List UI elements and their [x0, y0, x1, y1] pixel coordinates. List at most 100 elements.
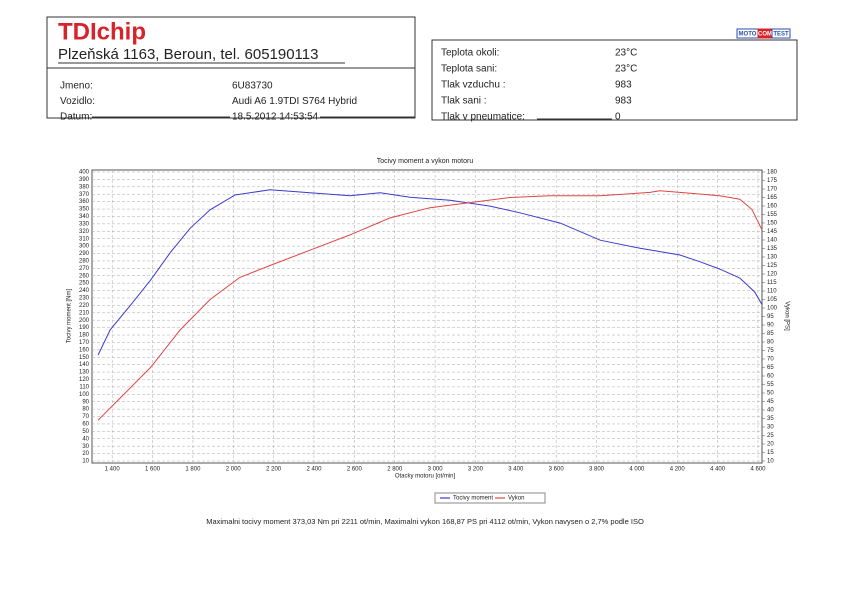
- y-tick-label: 110: [79, 384, 89, 390]
- y2-tick-label: 130: [767, 255, 778, 261]
- y-tick-label: 90: [82, 399, 89, 405]
- y2-tick-label: 70: [767, 357, 774, 363]
- y2-tick-label: 165: [767, 195, 778, 201]
- x-tick-label: 2 200: [266, 467, 282, 473]
- line: [97, 190, 763, 421]
- y2-tick-label: 155: [767, 212, 778, 218]
- x-axis-label: Otacky motoru [ot/min]: [395, 474, 456, 480]
- field-value: Audi A6 1.9TDI S764 Hybrid: [232, 96, 357, 107]
- field-label: Datum:: [60, 112, 92, 123]
- y2-tick-label: 80: [767, 340, 774, 346]
- field-value: 6U83730: [232, 81, 273, 92]
- y-tick-label: 310: [79, 236, 90, 242]
- field-value: 18.5.2012 14:53:54: [232, 112, 319, 123]
- y2-tick-label: 170: [767, 187, 778, 193]
- y-tick-label: 50: [82, 429, 89, 435]
- conditions-box: [431, 39, 798, 121]
- condition-value: 983: [615, 80, 632, 91]
- line: [97, 189, 763, 356]
- y-tick-label: 150: [79, 355, 90, 361]
- y-tick-label: 70: [82, 414, 89, 420]
- y-tick-label: 320: [79, 229, 90, 235]
- logo: TDIchip: [58, 18, 146, 45]
- x-tick-label: 4 400: [710, 467, 726, 473]
- y-tick-label: 260: [79, 273, 90, 279]
- x-tick-label: 4 000: [629, 467, 645, 473]
- y2-tick-label: 40: [767, 408, 774, 414]
- y-tick-label: 10: [82, 459, 89, 465]
- condition-label: Teplota sani:: [441, 64, 497, 75]
- y2-tick-label: 60: [767, 374, 774, 380]
- condition-value: 23°C: [615, 48, 637, 59]
- y2-tick-label: 30: [767, 425, 774, 431]
- condition-label: Tlak sani :: [441, 96, 487, 107]
- y2-tick-label: 175: [767, 178, 778, 184]
- y-tick-label: 140: [79, 362, 90, 368]
- y2-tick-label: 85: [767, 331, 774, 337]
- brand: MOTO: [739, 32, 757, 38]
- x-tick-label: 2 800: [387, 467, 403, 473]
- y2-tick-label: 100: [767, 306, 778, 312]
- x-tick-label: 1 800: [185, 467, 201, 473]
- y-tick-label: 290: [79, 251, 90, 257]
- x-tick-label: 2 600: [347, 467, 363, 473]
- y2-tick-label: 25: [767, 433, 774, 439]
- y2-tick-label: 110: [767, 289, 777, 295]
- brand: TEST: [773, 32, 789, 38]
- y-tick-label: 230: [79, 296, 90, 302]
- y2-tick-label: 115: [767, 280, 777, 286]
- y-tick-label: 220: [79, 303, 90, 309]
- y2-tick-label: 125: [767, 263, 778, 269]
- legend-label: Tocivy moment: [453, 496, 493, 502]
- y-tick-label: 100: [79, 392, 90, 398]
- legend-label: Vykon: [508, 496, 524, 502]
- brand-box: [771, 28, 791, 39]
- y-tick-label: 300: [79, 244, 90, 250]
- y-tick-label: 280: [79, 259, 90, 265]
- y2-tick-label: 160: [767, 204, 778, 210]
- y-tick-label: 370: [79, 192, 90, 198]
- legend-box: [434, 492, 546, 504]
- y2-tick-label: 45: [767, 399, 774, 405]
- y-tick-label: 210: [79, 310, 90, 316]
- x-tick-label: 3 800: [589, 467, 605, 473]
- x-tick-label: 4 600: [750, 467, 766, 473]
- y-tick-label: 130: [79, 370, 90, 376]
- y2-tick-label: 135: [767, 246, 778, 252]
- y-tick-label: 390: [79, 177, 90, 183]
- y-tick-label: 270: [79, 266, 90, 272]
- y2-tick-label: 105: [767, 297, 778, 303]
- y-tick-label: 380: [79, 184, 90, 190]
- y2-tick-label: 180: [767, 170, 778, 176]
- y-tick-label: 340: [79, 214, 90, 220]
- y2-tick-label: 145: [767, 229, 778, 235]
- y-axis-label: Tocivy moment [Nm]: [67, 288, 73, 343]
- y-tick-label: 190: [79, 325, 90, 331]
- x-tick-label: 3 400: [508, 467, 524, 473]
- y-tick-label: 40: [82, 436, 89, 442]
- x-tick-label: 3 200: [468, 467, 484, 473]
- y2-tick-label: 10: [767, 459, 774, 465]
- x-tick-label: 1 400: [105, 467, 121, 473]
- x-tick-label: 3 000: [428, 467, 444, 473]
- x-tick-label: 2 400: [306, 467, 322, 473]
- y2-tick-label: 120: [767, 272, 778, 278]
- y-tick-label: 160: [79, 347, 90, 353]
- y-tick-label: 60: [82, 422, 89, 428]
- y2-tick-label: 15: [767, 450, 774, 456]
- y-tick-label: 180: [79, 333, 90, 339]
- y2-tick-label: 90: [767, 323, 774, 329]
- y-tick-label: 20: [82, 451, 89, 457]
- y2-tick-label: 35: [767, 416, 774, 422]
- address: Plzeňská 1163, Beroun, tel. 605190113: [58, 46, 318, 63]
- condition-value: 23°C: [615, 64, 637, 75]
- y-tick-label: 400: [79, 170, 90, 176]
- brand: COM: [758, 32, 772, 38]
- y-tick-label: 120: [79, 377, 90, 383]
- x-tick-label: 3 600: [549, 467, 565, 473]
- y-tick-label: 170: [79, 340, 90, 346]
- y-tick-label: 360: [79, 199, 90, 205]
- y2-tick-label: 65: [767, 365, 774, 371]
